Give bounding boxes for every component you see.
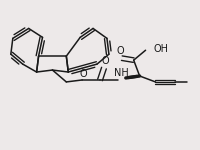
Text: OH: OH — [154, 44, 168, 54]
Text: NH: NH — [114, 68, 129, 78]
Text: O: O — [116, 46, 124, 56]
Text: O: O — [79, 69, 87, 79]
Text: O: O — [101, 56, 109, 66]
